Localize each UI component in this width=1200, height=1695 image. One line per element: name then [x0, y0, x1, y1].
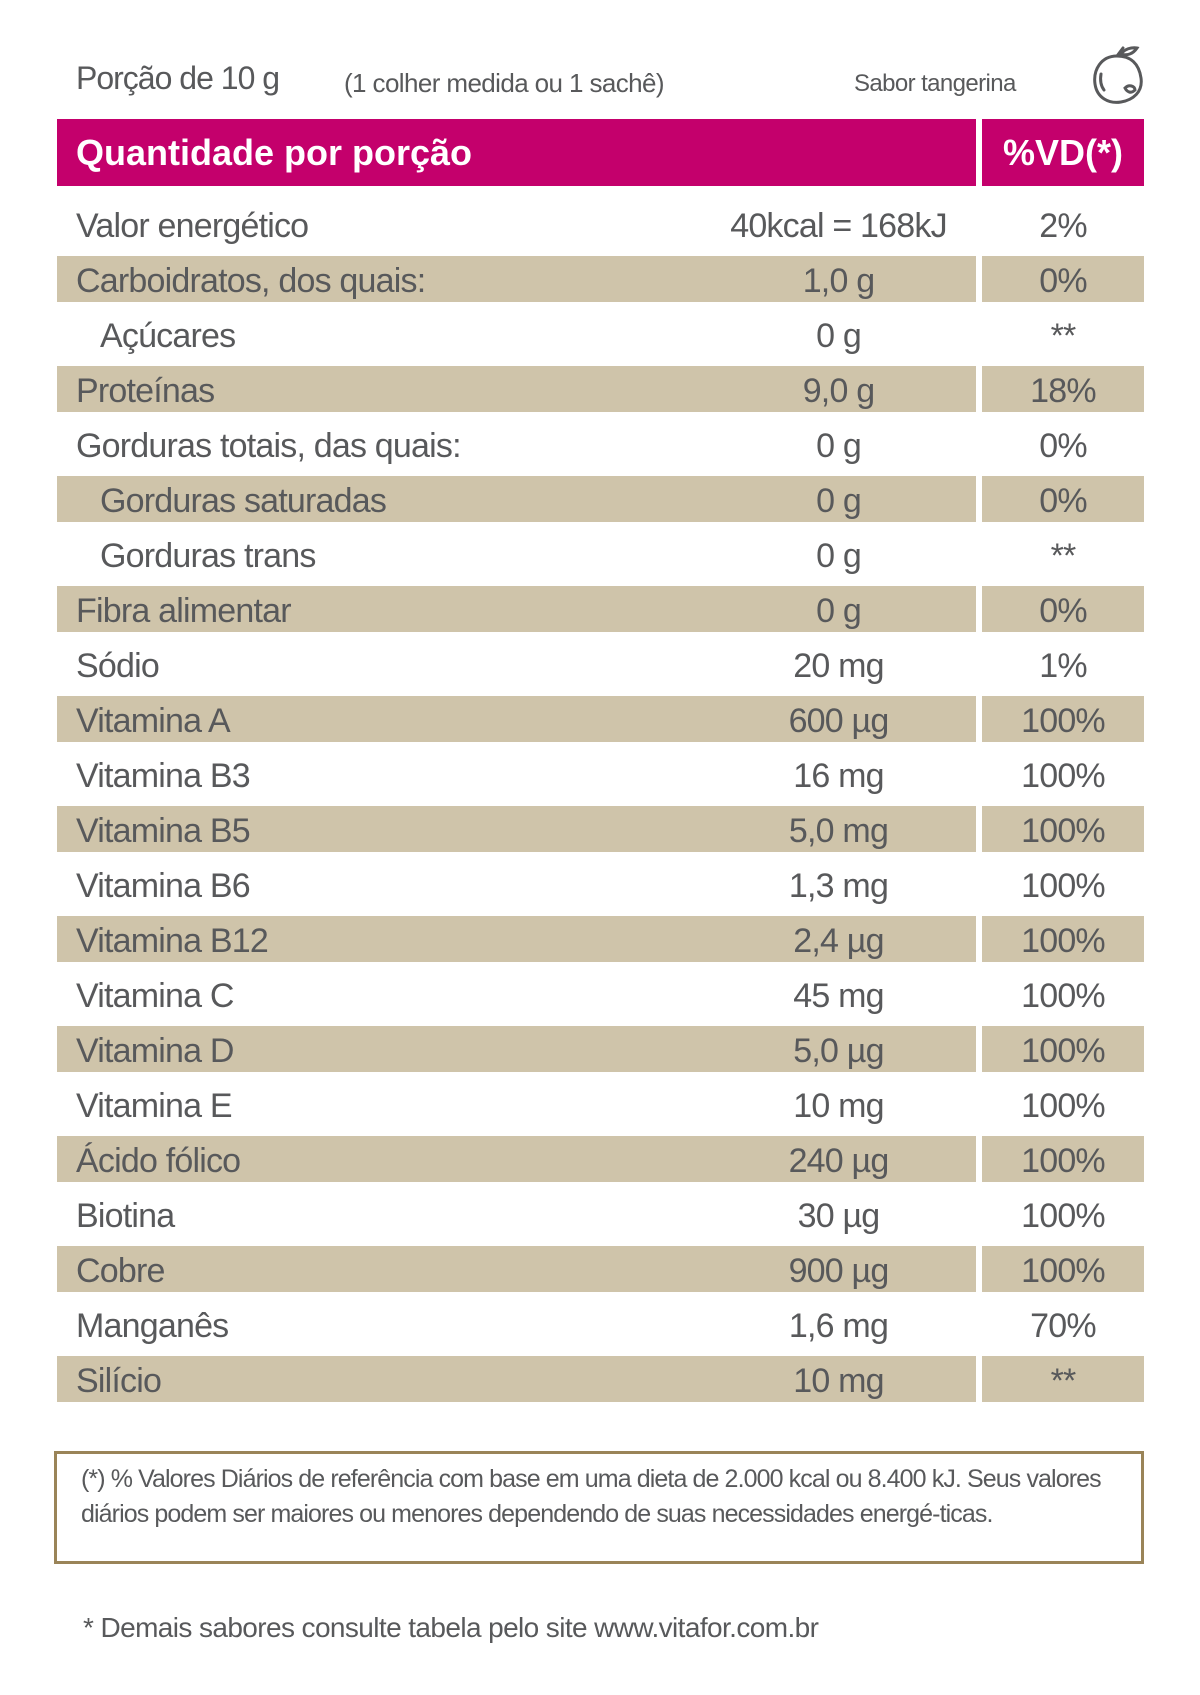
nutrient-name: Vitamina B3 — [76, 757, 251, 795]
nutrient-name: Gorduras totais, das quais: — [76, 427, 462, 465]
nutrient-name: Vitamina C — [76, 977, 234, 1015]
nutrient-name: Gorduras trans — [100, 537, 316, 575]
nutrient-daily-value: 0% — [1039, 427, 1087, 465]
table-row: Gorduras totais, das quais: 0 g 0% — [57, 421, 1144, 467]
nutrient-daily-value: 100% — [1021, 1197, 1106, 1235]
table-row: Cobre 900 µg 100% — [57, 1246, 1144, 1292]
nutrient-amount: 5,0 µg — [793, 1032, 884, 1070]
nutrient-amount: 30 µg — [797, 1197, 881, 1235]
nutrient-amount: 2,4 µg — [793, 922, 884, 960]
nutrient-daily-value: 100% — [982, 916, 1144, 962]
daily-value-header: %VD(*) — [982, 119, 1144, 186]
nutrient-name: Carboidratos, dos quais: — [57, 256, 976, 302]
nutrient-daily-value: 100% — [982, 1136, 1144, 1182]
table-row: Gorduras saturadas 0 g 0% — [57, 476, 1144, 522]
nutrient-amount: 1,6 mg — [788, 1307, 889, 1345]
nutrient-daily-value: ** — [982, 1356, 1144, 1402]
nutrient-amount: 10 mg — [793, 1087, 884, 1125]
nutrient-name: Vitamina D — [57, 1026, 976, 1072]
nutrient-amount: 1,0 g — [802, 262, 875, 300]
nutrient-amount: 0 g — [816, 317, 862, 355]
table-row: Vitamina B6 1,3 mg 100% — [57, 861, 1144, 907]
nutrient-amount: 5,0 mg — [788, 812, 889, 850]
nutrient-amount: 10 mg — [793, 1362, 884, 1400]
table-row: Açúcares 0 g ** — [57, 311, 1144, 357]
nutrient-name: Vitamina B5 — [57, 806, 976, 852]
nutrient-name: Ácido fólico — [57, 1136, 976, 1182]
nutrient-amount: 0 g — [816, 482, 862, 520]
nutrient-name: Biotina — [76, 1197, 175, 1235]
nutrient-amount: 0 g — [816, 537, 862, 575]
nutrient-name: Vitamina B6 — [76, 867, 251, 905]
table-row: Manganês 1,6 mg 70% — [57, 1301, 1144, 1347]
table-row: Proteínas 9,0 g 18% — [57, 366, 1144, 412]
nutrient-daily-value: 100% — [982, 806, 1144, 852]
flavor-label: Sabor tangerina — [854, 70, 1016, 97]
table-row: Vitamina B5 5,0 mg 100% — [57, 806, 1144, 852]
nutrient-name: Sódio — [76, 647, 160, 685]
table-row: Silício 10 mg ** — [57, 1356, 1144, 1402]
nutrient-daily-value: 100% — [982, 696, 1144, 742]
table-row: Sódio 20 mg 1% — [57, 641, 1144, 687]
nutrient-name: Cobre — [57, 1246, 976, 1292]
tangerine-icon — [1093, 46, 1143, 104]
footer-note: * Demais sabores consulte tabela pelo si… — [83, 1612, 819, 1643]
portion-measure: (1 colher medida ou 1 sachê) — [344, 68, 665, 98]
nutrient-daily-value: 2% — [1039, 207, 1087, 245]
nutrient-amount: 1,3 mg — [788, 867, 889, 905]
table-row: Vitamina C 45 mg 100% — [57, 971, 1144, 1017]
nutrient-daily-value: 100% — [1021, 1087, 1106, 1125]
nutrient-name: Proteínas — [57, 366, 976, 412]
nutrient-amount: 240 µg — [788, 1142, 890, 1180]
nutrient-daily-value: 0% — [982, 256, 1144, 302]
nutrient-name: Vitamina E — [76, 1087, 233, 1125]
nutrient-name: Gorduras saturadas — [57, 476, 976, 522]
nutrient-name: Manganês — [76, 1307, 229, 1345]
nutrient-amount: 9,0 g — [802, 372, 875, 410]
table-row: Carboidratos, dos quais: 1,0 g 0% — [57, 256, 1144, 302]
nutrient-name: Vitamina A — [57, 696, 976, 742]
nutrient-daily-value: ** — [1050, 537, 1077, 575]
portion-size: Porção de 10 g — [76, 60, 280, 96]
nutrient-daily-value: 100% — [1021, 977, 1106, 1015]
nutrient-name: Silício — [57, 1356, 976, 1402]
nutrient-daily-value: 100% — [1021, 757, 1106, 795]
daily-value-note: (*) % Valores Diários de referência com … — [54, 1451, 1144, 1564]
nutrient-amount: 45 mg — [793, 977, 884, 1015]
nutrient-daily-value: 70% — [1030, 1307, 1096, 1345]
nutrient-daily-value: 0% — [982, 586, 1144, 632]
nutrient-daily-value: 18% — [982, 366, 1144, 412]
table-row: Fibra alimentar 0 g 0% — [57, 586, 1144, 632]
nutrient-daily-value: 1% — [1039, 647, 1087, 685]
table-row: Vitamina A 600 µg 100% — [57, 696, 1144, 742]
nutrient-amount: 900 µg — [788, 1252, 890, 1290]
table-row: Ácido fólico 240 µg 100% — [57, 1136, 1144, 1182]
nutrient-amount: 600 µg — [788, 702, 890, 740]
nutrient-name: Vitamina B12 — [57, 916, 976, 962]
nutrient-name: Fibra alimentar — [57, 586, 976, 632]
table-row: Vitamina B3 16 mg 100% — [57, 751, 1144, 797]
nutrient-amount: 16 mg — [793, 757, 884, 795]
nutrient-daily-value: 100% — [1021, 867, 1106, 905]
table-row: Gorduras trans 0 g ** — [57, 531, 1144, 577]
nutrient-amount: 20 mg — [793, 647, 884, 685]
nutrient-daily-value: 0% — [982, 476, 1144, 522]
nutrient-amount: 40kcal = 168kJ — [730, 207, 947, 245]
table-row: Valor energético 40kcal = 168kJ 2% — [57, 201, 1144, 247]
nutrient-name: Valor energético — [76, 207, 309, 245]
nutrient-daily-value: 100% — [982, 1026, 1144, 1072]
quantity-header: Quantidade por porção — [57, 119, 976, 186]
table-row: Vitamina E 10 mg 100% — [57, 1081, 1144, 1127]
table-row: Vitamina B12 2,4 µg 100% — [57, 916, 1144, 962]
table-row: Vitamina D 5,0 µg 100% — [57, 1026, 1144, 1072]
nutrient-daily-value: ** — [1050, 317, 1077, 355]
nutrient-amount: 0 g — [816, 427, 862, 465]
table-row: Biotina 30 µg 100% — [57, 1191, 1144, 1237]
nutrient-name: Açúcares — [100, 317, 236, 355]
nutrient-amount: 0 g — [816, 592, 862, 630]
nutrient-daily-value: 100% — [982, 1246, 1144, 1292]
